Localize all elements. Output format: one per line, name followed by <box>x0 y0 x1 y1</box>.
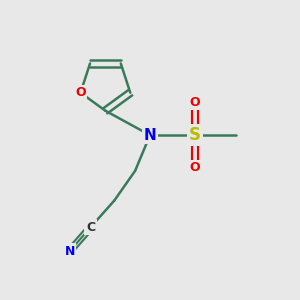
Text: N: N <box>64 244 75 258</box>
Text: C: C <box>86 221 95 234</box>
Text: O: O <box>189 161 200 174</box>
Text: O: O <box>75 86 86 99</box>
Text: N: N <box>144 128 156 142</box>
Text: S: S <box>189 126 201 144</box>
Text: O: O <box>189 96 200 109</box>
